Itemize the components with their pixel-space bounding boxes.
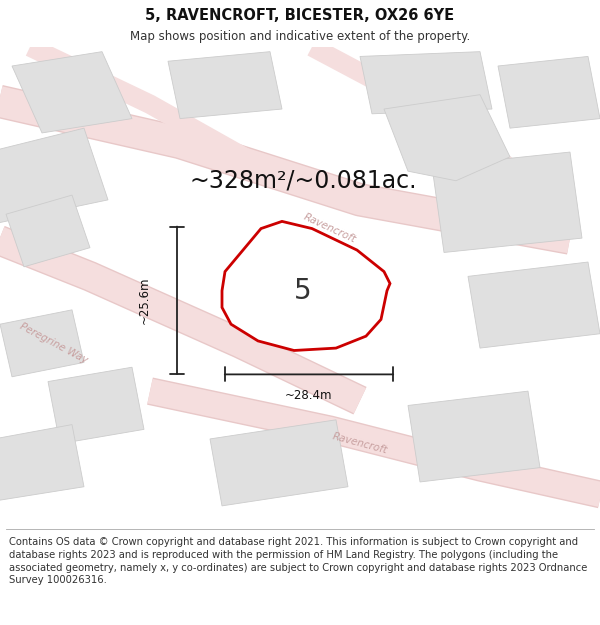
Polygon shape xyxy=(6,195,90,267)
Text: ~25.6m: ~25.6m xyxy=(137,276,151,324)
Polygon shape xyxy=(408,391,540,482)
Text: Map shows position and indicative extent of the property.: Map shows position and indicative extent… xyxy=(130,30,470,43)
Polygon shape xyxy=(210,420,348,506)
Polygon shape xyxy=(222,221,390,351)
Text: ~28.4m: ~28.4m xyxy=(285,389,333,402)
Text: 5, RAVENCROFT, BICESTER, OX26 6YE: 5, RAVENCROFT, BICESTER, OX26 6YE xyxy=(145,8,455,22)
Polygon shape xyxy=(12,52,132,133)
Text: ~328m²/~0.081ac.: ~328m²/~0.081ac. xyxy=(189,169,416,192)
Text: Ravencroft: Ravencroft xyxy=(302,212,358,245)
Polygon shape xyxy=(432,152,582,252)
Text: 5: 5 xyxy=(294,277,312,305)
Polygon shape xyxy=(498,56,600,128)
Polygon shape xyxy=(0,310,84,377)
Text: Ravencroft: Ravencroft xyxy=(331,431,389,456)
Polygon shape xyxy=(360,52,492,114)
Polygon shape xyxy=(168,52,282,119)
Polygon shape xyxy=(0,424,84,501)
Polygon shape xyxy=(0,128,108,224)
Polygon shape xyxy=(468,262,600,348)
Polygon shape xyxy=(48,368,144,444)
Text: Contains OS data © Crown copyright and database right 2021. This information is : Contains OS data © Crown copyright and d… xyxy=(9,537,587,586)
Polygon shape xyxy=(384,94,510,181)
Text: Peregrine Way: Peregrine Way xyxy=(19,321,89,366)
